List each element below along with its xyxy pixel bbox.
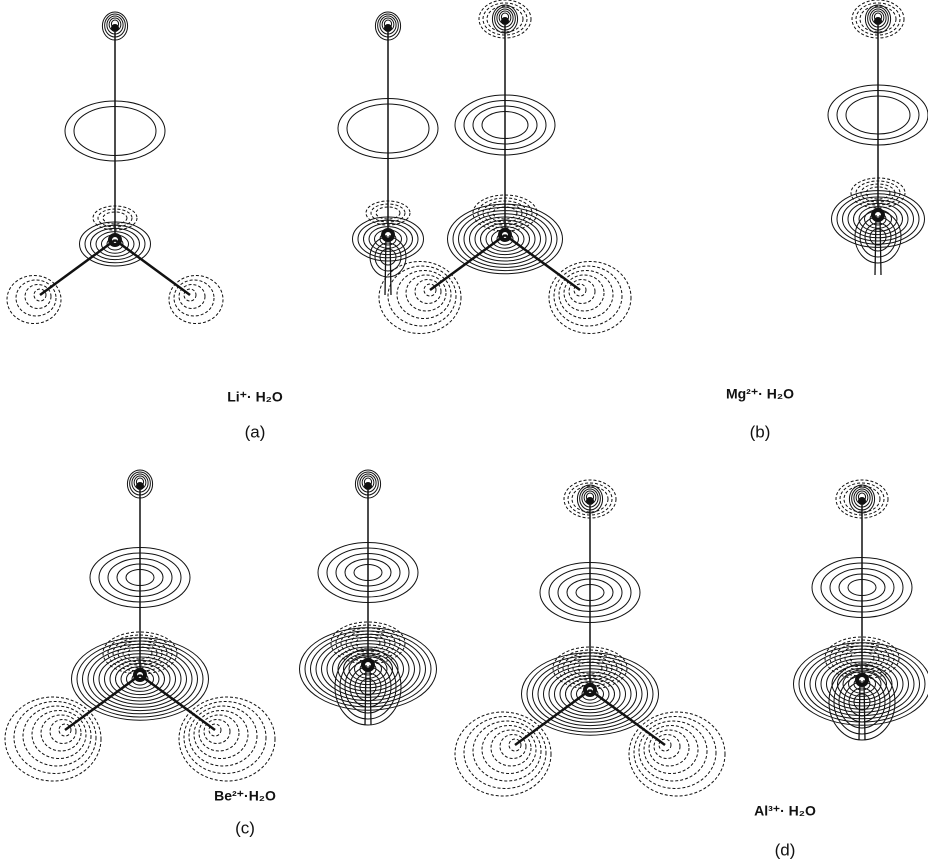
panel-label: (b) [750, 422, 771, 441]
negative-contour [179, 285, 205, 309]
negative-contour [23, 706, 91, 766]
panel-formula: Al³⁺· H₂O [754, 803, 816, 819]
negative-contour [415, 280, 441, 304]
panel-label: (d) [775, 840, 796, 859]
negative-contour [634, 717, 716, 789]
panel-label: (a) [245, 422, 266, 441]
negative-contour [204, 720, 230, 744]
atom-core [874, 17, 882, 25]
negative-contour [14, 702, 96, 774]
negative-contour [549, 262, 631, 334]
atom-core [111, 24, 119, 32]
negative-contour [654, 735, 680, 759]
negative-contour [406, 275, 446, 311]
negative-contour [25, 285, 51, 309]
panel-label: (c) [235, 818, 255, 837]
negative-contour [500, 735, 526, 759]
negative-contour [629, 712, 725, 796]
negative-contour [473, 721, 541, 781]
negative-contour [464, 717, 546, 789]
atom-core [586, 497, 594, 505]
atom-core [136, 482, 144, 490]
atom-core [364, 482, 372, 490]
negative-contour [564, 275, 604, 311]
negative-contour [174, 280, 214, 316]
negative-contour [199, 715, 239, 751]
negative-contour [491, 730, 531, 766]
negative-contour [649, 730, 689, 766]
atom-core [501, 17, 509, 25]
atom-core [384, 24, 392, 32]
negative-contour [16, 280, 56, 316]
figure: Li⁺· H₂O (a) Mg²⁺· H₂O (b) Be²⁺·H₂O (c) … [0, 0, 928, 862]
negative-contour [388, 266, 456, 326]
negative-contour [41, 715, 81, 751]
panel-formula: Li⁺· H₂O [227, 389, 283, 405]
negative-contour [179, 697, 275, 781]
negative-contour [379, 262, 461, 334]
negative-contour [569, 280, 595, 304]
negative-contour [184, 702, 266, 774]
panel-formula: Mg²⁺· H₂O [726, 386, 794, 402]
atom-core [858, 497, 866, 505]
negative-contour [50, 720, 76, 744]
panel-formula: Be²⁺·H₂O [214, 788, 276, 804]
